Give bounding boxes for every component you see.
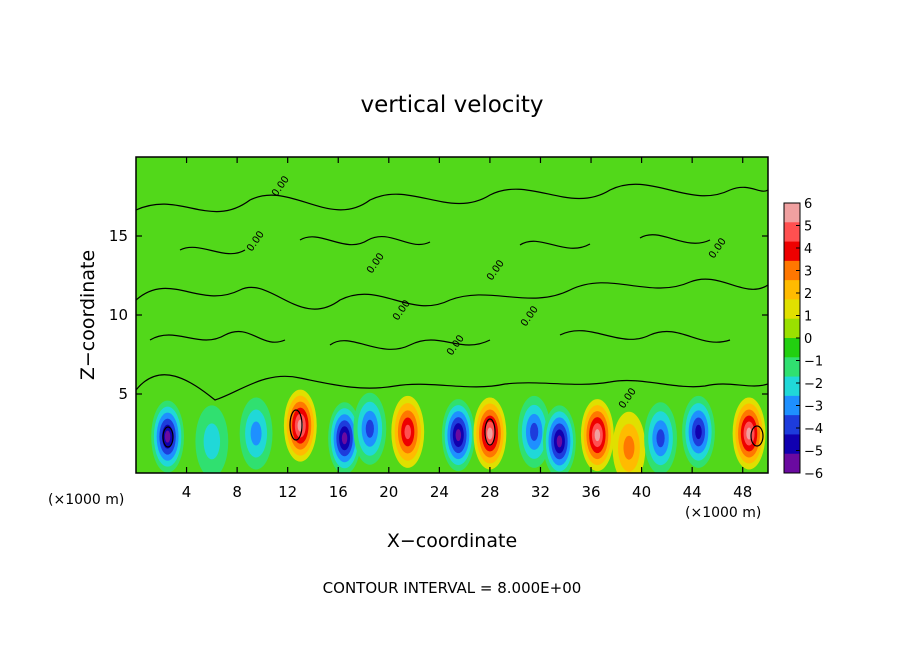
velocity-cell	[239, 397, 273, 470]
velocity-cell	[732, 397, 766, 470]
velocity-cell	[612, 411, 646, 473]
colorbar-swatch	[784, 241, 800, 262]
velocity-cell	[283, 389, 317, 462]
colorbar-swatch	[784, 376, 800, 397]
x-tick-label: 28	[480, 483, 499, 501]
x-axis-label: X−coordinate	[387, 530, 517, 552]
colorbar-swatch	[784, 395, 800, 416]
chart-title: vertical velocity	[361, 92, 544, 118]
velocity-cell	[353, 392, 387, 465]
colorbar-label: 0	[804, 332, 812, 347]
colorbar-label: 2	[804, 287, 812, 302]
velocity-cell	[644, 402, 677, 473]
velocity-cell	[391, 395, 425, 468]
colorbar-label: −2	[804, 377, 823, 392]
colorbar-label: −4	[804, 422, 823, 437]
contour-loop	[484, 418, 496, 446]
colorbar-label: 6	[804, 197, 812, 212]
y-tick-label: 15	[109, 227, 128, 245]
x-unit-label-right: (×1000 m)	[685, 505, 761, 521]
x-tick-label: 16	[329, 483, 348, 501]
colorbar-swatch	[784, 453, 800, 474]
colorbar-swatch	[784, 222, 800, 243]
contour-line	[136, 374, 768, 401]
colorbar-swatch	[784, 434, 800, 455]
contour-line	[179, 234, 711, 255]
colorbar-label: 1	[804, 310, 812, 325]
contour-loop	[289, 409, 303, 441]
colorbar-label: −5	[804, 445, 823, 460]
contour-line	[149, 330, 731, 350]
colorbar-label: −1	[804, 355, 823, 370]
x-tick-label: 36	[581, 483, 600, 501]
y-axis-label: Z−coordinate	[77, 250, 99, 380]
y-tick-label: 5	[118, 385, 128, 403]
colorbar-swatch	[784, 299, 800, 320]
x-tick-label: 4	[182, 483, 192, 501]
colorbar-swatch	[784, 318, 800, 339]
colorbar-label: −3	[804, 400, 823, 415]
contour-line	[136, 183, 768, 213]
colorbar-swatch	[784, 415, 800, 435]
velocity-cell	[517, 395, 551, 468]
contour-interval-note: CONTOUR INTERVAL = 8.000E+00	[323, 579, 582, 597]
x-tick-label: 40	[632, 483, 651, 501]
colorbar-swatch	[784, 338, 800, 358]
colorbar-label: 5	[804, 220, 812, 235]
colorbar: 6 5 4 3 2 1 0 −1 −2 −3 −4 −5 −6	[783, 197, 823, 482]
colorbar-swatch	[784, 280, 800, 300]
colorbar-label: 3	[804, 265, 812, 280]
contour-loop	[162, 426, 174, 448]
x-tick-label: 12	[278, 483, 297, 501]
contour-line	[136, 278, 768, 310]
colorbar-swatch	[784, 357, 800, 378]
velocity-cell	[473, 397, 507, 470]
velocity-cell	[151, 400, 185, 473]
velocity-cell	[682, 395, 715, 468]
velocity-cell	[543, 405, 576, 473]
x-tick-label: 20	[379, 483, 398, 501]
velocity-cell	[441, 399, 475, 472]
velocity-cell	[580, 399, 614, 472]
x-tick-label: 44	[683, 483, 702, 501]
x-tick-label: 24	[430, 483, 449, 501]
velocity-cell	[328, 402, 361, 473]
colorbar-swatch	[784, 203, 800, 223]
colorbar-label: 4	[804, 242, 812, 257]
x-tick-label: 8	[232, 483, 242, 501]
x-tick-label: 48	[733, 483, 752, 501]
contour-loop	[750, 425, 764, 447]
y-tick-label: 10	[109, 306, 128, 324]
x-unit-label-left: (×1000 m)	[48, 492, 124, 508]
velocity-cell	[195, 405, 229, 473]
colorbar-swatch	[784, 260, 800, 281]
colorbar-label: −6	[804, 467, 823, 482]
x-tick-label: 32	[531, 483, 550, 501]
